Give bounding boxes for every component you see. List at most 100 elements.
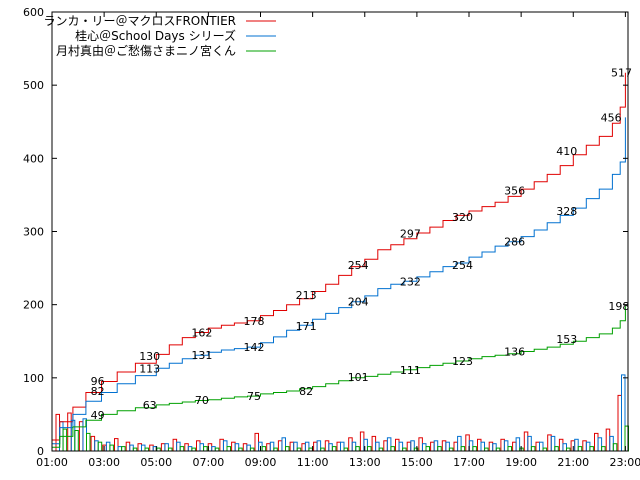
data-label-s1-5: 204 xyxy=(348,296,369,309)
bar-s1-32 xyxy=(433,440,439,452)
bar-s1-40 xyxy=(527,435,532,452)
bar-s1-33 xyxy=(445,441,450,452)
bar-s0-28 xyxy=(383,440,388,452)
bar-s0-33 xyxy=(441,440,447,452)
series-line-1 xyxy=(52,117,626,445)
bar-s0-11 xyxy=(184,443,189,452)
bar-s1-28 xyxy=(386,437,392,452)
bar-s2-12 xyxy=(203,446,208,452)
data-label-s0-11: 517 xyxy=(611,67,632,80)
data-label-s2-1: 63 xyxy=(143,399,157,412)
bar-s2-26 xyxy=(367,446,372,452)
x-tick-label-3: 07:00 xyxy=(193,456,225,469)
bar-s1-22 xyxy=(316,440,322,452)
bar-s0-2 xyxy=(78,421,84,452)
data-label-s0-9: 410 xyxy=(556,145,577,158)
bar-s1-5 xyxy=(117,446,123,452)
bar-s1-43 xyxy=(562,443,567,452)
data-label-s2-8: 136 xyxy=(504,346,525,359)
x-tick-label-4: 09:00 xyxy=(245,456,277,469)
data-label-s1-1: 113 xyxy=(139,362,160,375)
x-tick-label-10: 21:00 xyxy=(557,456,589,469)
y-tick-label-4: 400 xyxy=(23,152,44,165)
bar-s1-31 xyxy=(422,443,427,452)
bar-s2-45 xyxy=(589,446,594,452)
y-tick-label-1: 100 xyxy=(23,372,44,385)
data-label-s2-9: 153 xyxy=(556,333,577,346)
x-tick-label-11: 23:00 xyxy=(610,456,640,469)
bar-s1-36 xyxy=(480,441,485,452)
x-tick-label-5: 11:00 xyxy=(297,456,329,469)
bar-s1-19 xyxy=(281,437,286,452)
hourly-bars-layer xyxy=(55,374,629,452)
bar-s2-5 xyxy=(121,446,126,452)
x-tick-label-0: 01:00 xyxy=(36,456,68,469)
bar-s2-25 xyxy=(355,446,360,452)
data-label-s1-6: 232 xyxy=(400,275,421,288)
x-tick-label-1: 03:00 xyxy=(88,456,120,469)
data-label-s0-2: 162 xyxy=(191,327,212,340)
x-tick-label-7: 15:00 xyxy=(401,456,433,469)
data-label-s2-6: 111 xyxy=(400,364,421,377)
bar-s1-3 xyxy=(94,440,99,452)
data-label-s2-0: 49 xyxy=(91,409,105,422)
data-label-s1-8: 286 xyxy=(504,236,525,249)
bar-s1-38 xyxy=(503,440,509,452)
bar-s0-24 xyxy=(336,441,341,452)
data-label-s2-3: 75 xyxy=(247,390,261,403)
data-label-s0-3: 178 xyxy=(244,315,265,328)
legend-label-2: 月村真由＠ご愁傷さまニノ宮くん xyxy=(56,43,236,58)
bar-s0-34 xyxy=(453,441,458,452)
data-label-s1-9: 328 xyxy=(556,205,577,218)
y-tick-label-3: 300 xyxy=(23,226,44,239)
bar-s1-7 xyxy=(141,444,146,452)
bar-s2-28 xyxy=(390,446,395,452)
bar-s0-26 xyxy=(359,431,365,452)
bar-s1-48 xyxy=(621,374,626,452)
bar-s0-7 xyxy=(137,443,142,452)
data-label-s0-6: 297 xyxy=(400,228,421,241)
bar-s0-39 xyxy=(512,441,517,452)
bar-s0-29 xyxy=(395,438,400,452)
data-label-s2-10: 198 xyxy=(608,300,629,313)
bar-s2-32 xyxy=(437,446,442,452)
bar-s0-9 xyxy=(160,443,166,452)
bar-s0-31 xyxy=(418,437,423,452)
bar-s0-27 xyxy=(371,435,377,452)
bar-s0-21 xyxy=(301,443,306,452)
bar-s0-48 xyxy=(617,394,622,452)
bar-s2-1 xyxy=(74,430,79,452)
bar-s1-11 xyxy=(187,446,193,452)
data-label-s0-7: 320 xyxy=(452,211,473,224)
bar-s0-23 xyxy=(324,440,330,452)
bar-s2-19 xyxy=(285,446,290,452)
bar-s1-24 xyxy=(340,441,345,452)
bar-s1-44 xyxy=(574,438,579,452)
bar-s1-16 xyxy=(246,444,251,452)
bar-s0-38 xyxy=(500,438,505,452)
bar-s2-40 xyxy=(530,446,536,452)
data-label-s0-0: 96 xyxy=(91,375,105,388)
bar-s2-2 xyxy=(86,432,91,452)
series-lines-layer xyxy=(52,72,626,448)
bar-s0-8 xyxy=(149,444,154,452)
bar-s0-37 xyxy=(488,441,494,452)
bar-s0-41 xyxy=(535,441,540,452)
bar-s0-43 xyxy=(558,438,564,452)
series-line-2 xyxy=(52,306,626,448)
bar-s0-45 xyxy=(582,440,587,452)
data-label-s1-7: 254 xyxy=(452,259,473,272)
bar-s1-13 xyxy=(211,446,216,452)
bar-s0-25 xyxy=(348,437,353,452)
bar-s0-36 xyxy=(477,438,482,452)
bar-s1-27 xyxy=(375,441,380,452)
bar-s1-47 xyxy=(609,435,614,452)
x-tick-label-9: 19:00 xyxy=(505,456,537,469)
bar-s2-38 xyxy=(507,446,512,452)
bar-s0-46 xyxy=(594,432,599,452)
bar-s2-17 xyxy=(261,446,267,452)
bar-s0-47 xyxy=(605,428,611,452)
series-line-0 xyxy=(52,72,626,441)
bar-s2-34 xyxy=(460,446,466,452)
